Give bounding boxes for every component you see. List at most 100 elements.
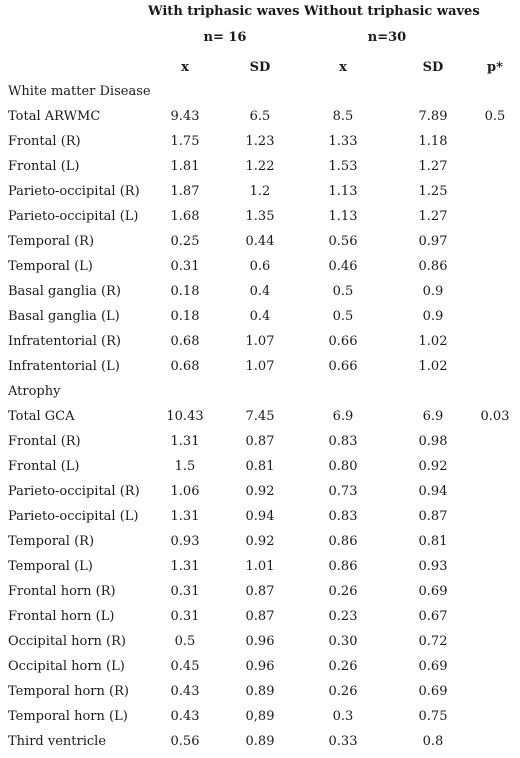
cell-sd-with: 0.92	[245, 534, 275, 549]
cell-sd-without: 0.72	[418, 634, 448, 649]
cell-row-label: Frontal (L)	[8, 159, 80, 174]
cell-mean-without: 0.5	[332, 284, 354, 299]
cell-mean-with: 0.68	[170, 359, 200, 374]
cell-p-value	[470, 704, 520, 729]
cell-p-value	[470, 654, 520, 679]
cell-mean-without: 0.26	[328, 584, 358, 599]
cell-sd-without: 1.27	[418, 209, 448, 224]
cell-mean-with: 1.31	[170, 509, 200, 524]
cell-sd-with: 1.07	[245, 359, 275, 374]
cell-mean-with: 9.43	[170, 109, 200, 124]
cell-mean-without: 0.3	[332, 709, 354, 724]
cell-mean-without: 1.13	[328, 209, 358, 224]
cell-sd-without: 0.67	[418, 609, 448, 624]
table-row: Frontal (R) 1.31 0.87 0.83 0.98	[0, 429, 520, 454]
cell-sd-without: 6.9	[422, 409, 444, 424]
cell-mean-with: 0.31	[170, 609, 200, 624]
cell-sd-with: 0.92	[245, 484, 275, 499]
cell-mean-without: 0.80	[328, 459, 358, 474]
table-row: Parieto-occipital (R) 1.87 1.2 1.13 1.25	[0, 179, 520, 204]
cell-mean-without: 1.53	[328, 159, 358, 174]
cell-mean-without: 1.13	[328, 184, 358, 199]
cell-mean-with: 10.43	[166, 409, 204, 424]
cell-row-label: Frontal (R)	[8, 434, 81, 449]
cell-mean-with: 1.87	[170, 184, 200, 199]
col-mean-with: x	[181, 60, 189, 75]
cell-row-label: Basal ganglia (L)	[8, 309, 120, 324]
cell-sd-with: 1.22	[245, 159, 275, 174]
cell-row-label: Frontal horn (R)	[8, 584, 116, 599]
cell-p-value	[470, 304, 520, 329]
cell-row-label: Frontal (R)	[8, 134, 81, 149]
cell-row-label: Parieto-occipital (R)	[8, 484, 140, 499]
cell-row-label: Total GCA	[8, 409, 75, 424]
cell-mean-with: 0.43	[170, 684, 200, 699]
col-sd-without: SD	[422, 60, 444, 75]
cell-mean-with: 0.45	[170, 659, 200, 674]
cell-mean-with: 1.31	[170, 559, 200, 574]
cell-mean-without: 1.33	[328, 134, 358, 149]
cell-p-value	[470, 179, 520, 204]
cell-sd-with: 0.6	[249, 259, 271, 274]
table-row: Temporal (L) 0.31 0.6 0.46 0.86	[0, 254, 520, 279]
cell-sd-without: 1.18	[418, 134, 448, 149]
cell-sd-with: 0.81	[245, 459, 275, 474]
table-row: Occipital horn (L) 0.45 0.96 0.26 0.69	[0, 654, 520, 679]
cell-row-label: Temporal (R)	[8, 234, 95, 249]
table-row: Temporal horn (R) 0.43 0.89 0.26 0.69	[0, 679, 520, 704]
cell-mean-without: 0.30	[328, 634, 358, 649]
cell-p-value	[470, 279, 520, 304]
section-title: Atrophy	[8, 384, 61, 399]
cell-mean-with: 0.68	[170, 334, 200, 349]
column-header-row: x SD x SD p*	[0, 55, 520, 80]
cell-row-label: Temporal (L)	[8, 559, 93, 574]
cell-p-value	[470, 454, 520, 479]
cell-p-value	[470, 429, 520, 454]
cell-row-label: Basal ganglia (R)	[8, 284, 121, 299]
table-row: Basal ganglia (R) 0.18 0.4 0.5 0.9	[0, 279, 520, 304]
cell-mean-with: 0.31	[170, 259, 200, 274]
cell-p-value	[470, 554, 520, 579]
section-header-row: Atrophy	[0, 379, 520, 404]
cell-mean-without: 0.66	[328, 334, 358, 349]
cell-sd-without: 0.8	[422, 734, 444, 749]
cell-mean-without: 0.86	[328, 559, 358, 574]
cell-sd-with: 1.23	[245, 134, 275, 149]
cell-sd-with: 1.2	[249, 184, 271, 199]
cell-sd-with: 0.87	[245, 434, 275, 449]
cell-row-label: Parieto-occipital (L)	[8, 209, 139, 224]
cell-mean-without: 0.33	[328, 734, 358, 749]
section-header-row: White matter Disease	[0, 79, 520, 104]
cell-sd-without: 0.92	[418, 459, 448, 474]
cell-sd-with: 0,89	[245, 709, 275, 724]
cell-p-value	[470, 129, 520, 154]
cell-sd-with: 0.94	[245, 509, 275, 524]
cell-mean-with: 1.06	[170, 484, 200, 499]
cell-p-value	[470, 154, 520, 179]
cell-row-label: Infratentorial (R)	[8, 334, 121, 349]
cell-mean-with: 1.31	[170, 434, 200, 449]
cell-mean-without: 0.83	[328, 434, 358, 449]
cell-p-value	[470, 254, 520, 279]
cell-row-label: Frontal horn (L)	[8, 609, 115, 624]
cell-mean-without: 0.26	[328, 659, 358, 674]
cell-sd-with: 0.89	[245, 684, 275, 699]
cell-sd-without: 0.81	[418, 534, 448, 549]
table-row: Temporal horn (L) 0.43 0,89 0.3 0.75	[0, 704, 520, 729]
cell-row-label: Total ARWMC	[8, 109, 101, 124]
col-sd-with: SD	[249, 60, 271, 75]
cell-p-value	[470, 354, 520, 379]
cell-mean-without: 0.66	[328, 359, 358, 374]
cell-sd-without: 0.93	[418, 559, 448, 574]
table-row: Temporal (L) 1.31 1.01 0.86 0.93	[0, 554, 520, 579]
cell-row-label: Parieto-occipital (L)	[8, 509, 139, 524]
group-without-triphasic-header: Without triphasic waves	[304, 4, 480, 19]
table-row: Temporal (R) 0.93 0.92 0.86 0.81	[0, 529, 520, 554]
table-row: Basal ganglia (L) 0.18 0.4 0.5 0.9	[0, 304, 520, 329]
cell-sd-without: 1.02	[418, 334, 448, 349]
cell-mean-with: 1.81	[170, 159, 200, 174]
cell-mean-without: 0.56	[328, 234, 358, 249]
cell-mean-with: 0.56	[170, 734, 200, 749]
cell-sd-with: 0.87	[245, 584, 275, 599]
cell-row-label: Parieto-occipital (R)	[8, 184, 140, 199]
